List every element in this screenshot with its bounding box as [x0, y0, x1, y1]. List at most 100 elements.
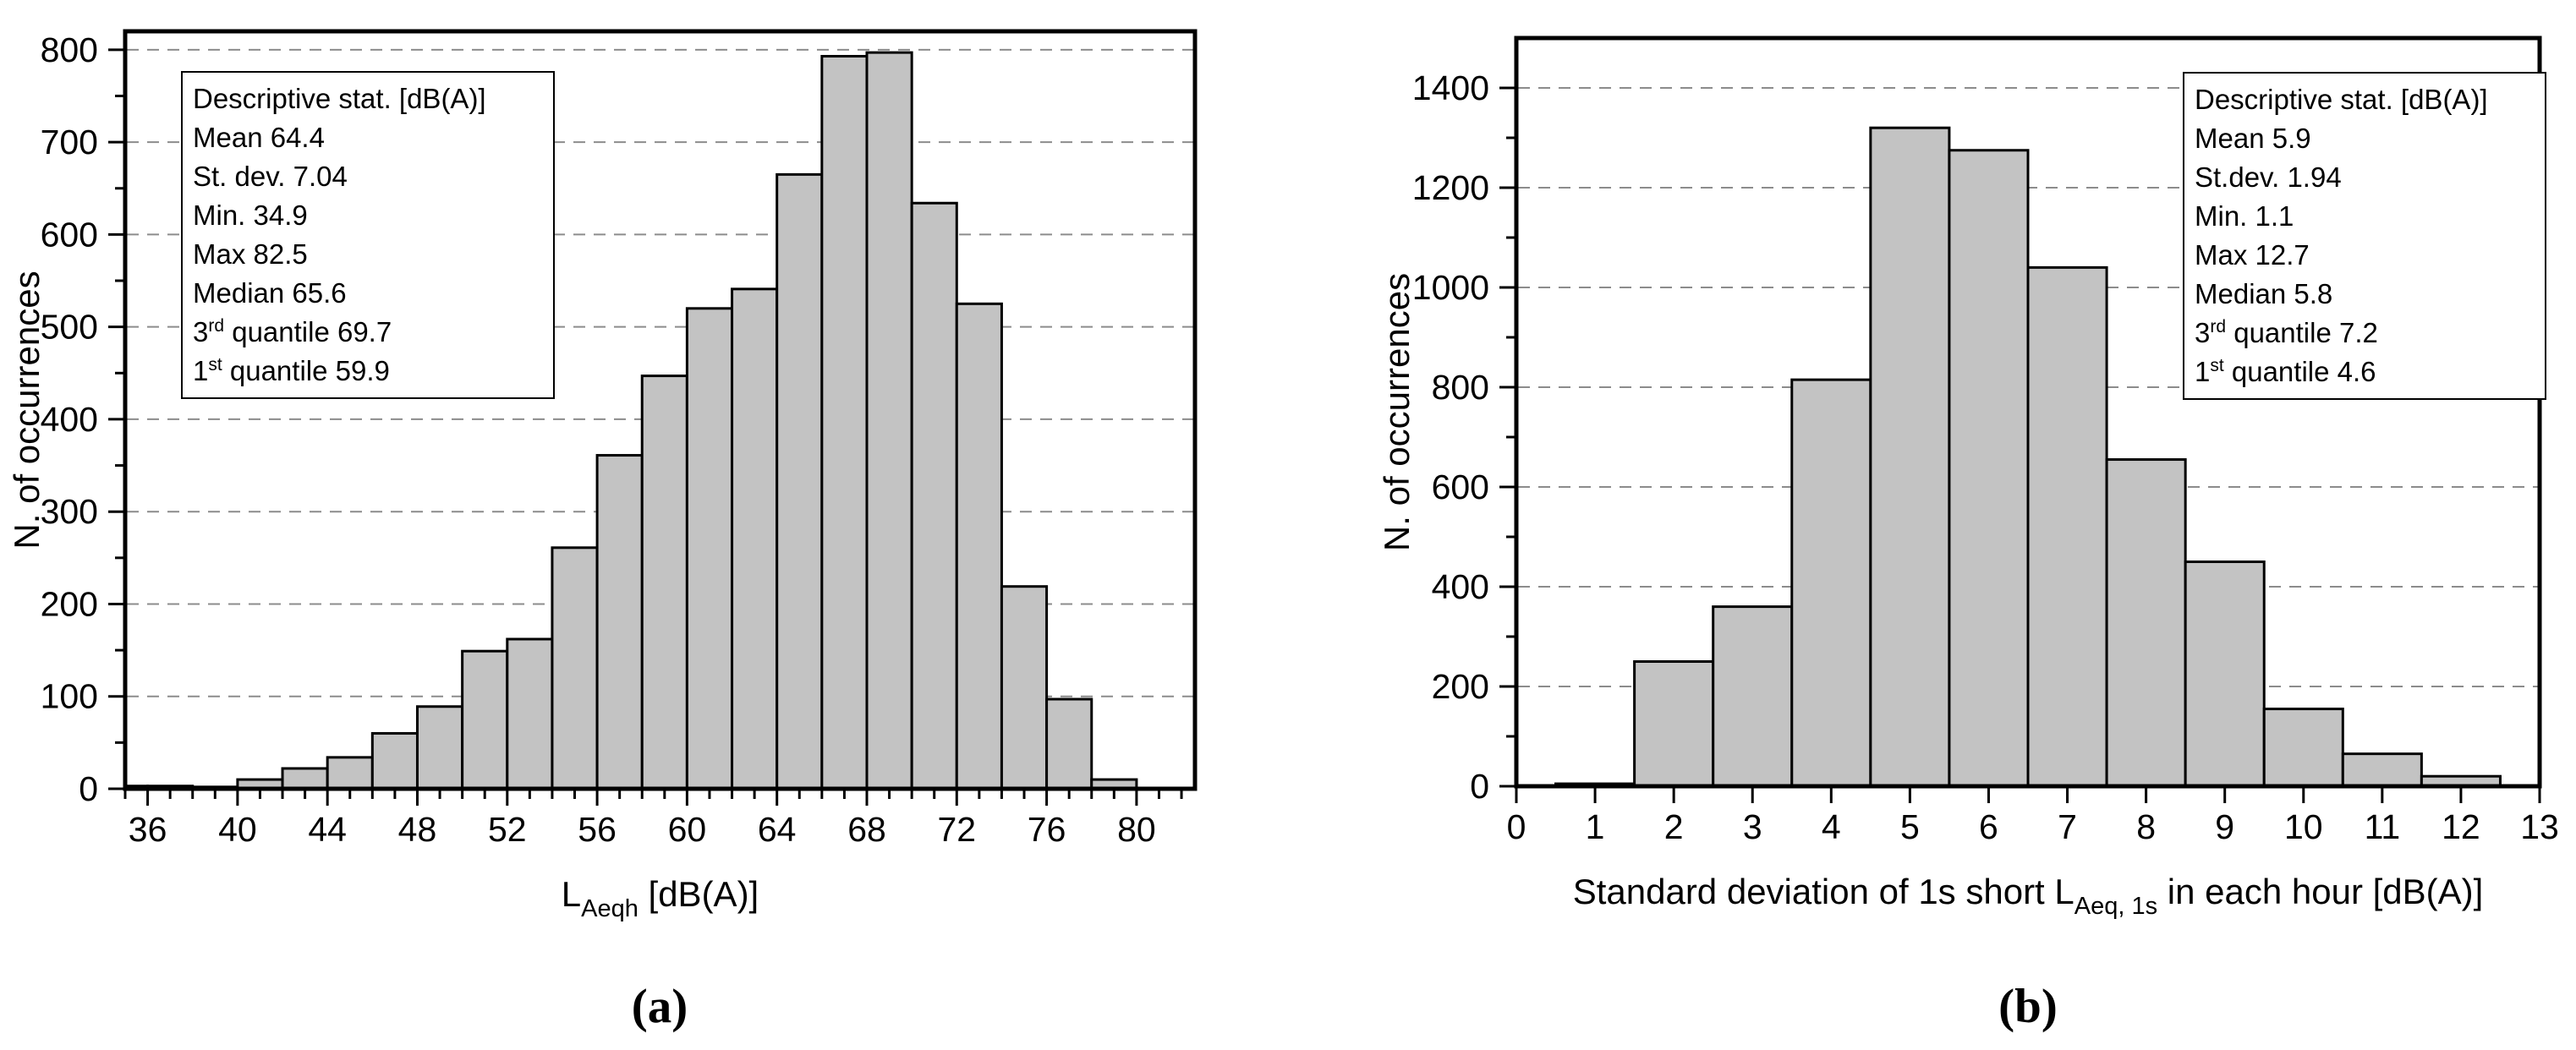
- x-tick-label: 8: [2136, 807, 2156, 846]
- x-axis-label: LAeqh [dB(A)]: [562, 874, 759, 922]
- x-tick-label: 9: [2215, 807, 2234, 846]
- x-tick-label: 60: [668, 810, 707, 849]
- plot-frame: [123, 29, 1198, 791]
- x-tick-label: 72: [937, 810, 976, 849]
- y-tick-label: 100: [41, 677, 98, 716]
- histogram-bar: [776, 172, 824, 790]
- stats-line: St.dev. 1.94: [2195, 161, 2342, 193]
- histogram-bar: [281, 767, 329, 790]
- histogram-bar: [685, 307, 734, 790]
- x-tick-label: 13: [2520, 807, 2559, 846]
- x-tick-label: 7: [2058, 807, 2077, 846]
- x-tick-label: 52: [488, 810, 527, 849]
- x-tick-label: 48: [398, 810, 437, 849]
- histogram-bar: [865, 51, 913, 790]
- x-tick-label: 2: [1664, 807, 1684, 846]
- y-tick-label: 600: [41, 215, 98, 254]
- stats-line: Max 82.5: [193, 238, 308, 270]
- histogram-bar: [1633, 660, 1715, 788]
- y-tick-label: 400: [1432, 567, 1489, 606]
- histogram-bar: [326, 756, 374, 790]
- y-tick-label: 400: [41, 400, 98, 439]
- y-tick-label: 800: [41, 30, 98, 69]
- plot-frame: [1514, 36, 2542, 789]
- x-tick-label: 10: [2284, 807, 2323, 846]
- stats-line: Max 12.7: [2195, 239, 2310, 271]
- stats-line: Min. 1.1: [2195, 200, 2294, 232]
- histogram-bar: [1000, 585, 1049, 790]
- stats-title: Descriptive stat. [dB(A)]: [2195, 84, 2488, 115]
- y-tick-label: 1000: [1412, 268, 1489, 307]
- y-tick-label: 700: [41, 123, 98, 161]
- histogram-bar: [955, 302, 1003, 790]
- histogram-bar: [2026, 265, 2108, 788]
- chart-b: 0 1 2 3 4 5 6 7 8 9 10 11 12 130200400600800100012001…: [1377, 36, 2559, 920]
- y-tick-label: 800: [1432, 368, 1489, 407]
- x-tick-label: 40: [218, 810, 257, 849]
- x-tick-label: 76: [1028, 810, 1066, 849]
- x-tick-label: 56: [578, 810, 617, 849]
- histogram-bar: [506, 637, 554, 790]
- histogram-bar: [1948, 149, 2030, 788]
- stats-line: Median 5.8: [2195, 278, 2333, 309]
- y-tick-label: 1200: [1412, 168, 1489, 207]
- y-tick-label: 0: [1470, 767, 1489, 806]
- stats-line: Mean 5.9: [2195, 123, 2311, 154]
- histogram-bar: [415, 705, 464, 790]
- x-tick-label: 3: [1743, 807, 1762, 846]
- chart-a: 36 40 44 48 52 56 60 64 68 72 76 800100200300400500…: [7, 29, 1198, 922]
- x-axis-label: Standard deviation of 1s short LAeq, 1s …: [1573, 872, 2484, 920]
- panel-label-b: (b): [1998, 980, 2058, 1033]
- histogram-bar: [551, 546, 599, 790]
- x-tick-label: 44: [308, 810, 347, 849]
- y-tick-label: 0: [79, 769, 98, 808]
- histogram-bar: [1790, 378, 1872, 788]
- x-tick-label: 5: [1900, 807, 1920, 846]
- histogram-bar: [640, 375, 688, 790]
- x-tick-label: 6: [1979, 807, 1998, 846]
- histogram-bar: [910, 201, 958, 790]
- histogram-bar: [2105, 458, 2187, 788]
- y-axis-label: N. of occurrences: [1377, 273, 1417, 551]
- histogram-bar: [2262, 708, 2344, 788]
- stats-box-b: Descriptive stat. [dB(A)] Mean 5.9 St.dev.…: [2183, 72, 2546, 400]
- histogram-bar: [2341, 752, 2423, 788]
- stats-line: 3rd quantile 7.2: [2195, 317, 2378, 348]
- y-tick-label: 200: [1432, 667, 1489, 706]
- stats-line: St. dev. 7.04: [193, 161, 348, 192]
- stats-line: 1st quantile 4.6: [2195, 356, 2376, 387]
- stats-box-a: Descriptive stat. [dB(A)] Mean 64.4 St. de…: [181, 71, 555, 399]
- histogram-bar: [1869, 126, 1951, 788]
- stats-line: 1st quantile 59.9: [193, 355, 390, 386]
- histogram-bar: [731, 287, 779, 790]
- x-tick-label: 64: [758, 810, 797, 849]
- y-tick-label: 600: [1432, 468, 1489, 506]
- x-tick-label: 1: [1586, 807, 1605, 846]
- ordinal-superscript: rd: [208, 316, 225, 336]
- histogram-bar: [461, 649, 509, 790]
- ordinal-superscript: rd: [2210, 317, 2227, 336]
- y-tick-label: 1400: [1412, 68, 1489, 107]
- histogram-bar: [595, 454, 644, 790]
- y-tick-label: 300: [41, 492, 98, 531]
- histogram-bar: [820, 55, 869, 790]
- stats-line: Mean 64.4: [193, 122, 325, 153]
- histogram-bar: [370, 731, 419, 790]
- x-tick-label: 0: [1507, 807, 1526, 846]
- histogram-bar: [1045, 697, 1093, 790]
- y-tick-label: 200: [41, 584, 98, 623]
- x-tick-label: 36: [129, 810, 167, 849]
- stats-line: Min. 34.9: [193, 200, 308, 231]
- x-tick-label: 12: [2442, 807, 2480, 846]
- histogram-bar: [1712, 605, 1794, 788]
- stats-title: Descriptive stat. [dB(A)]: [193, 83, 486, 114]
- panel-label-a: (a): [631, 980, 688, 1033]
- stats-line: 3rd quantile 69.7: [193, 316, 392, 347]
- y-axis-label: N. of occurrences: [7, 271, 47, 549]
- histogram-bar: [2184, 561, 2266, 788]
- x-tick-label: 80: [1117, 810, 1156, 849]
- x-tick-label: 11: [2365, 807, 2401, 846]
- ordinal-superscript: st: [208, 355, 222, 375]
